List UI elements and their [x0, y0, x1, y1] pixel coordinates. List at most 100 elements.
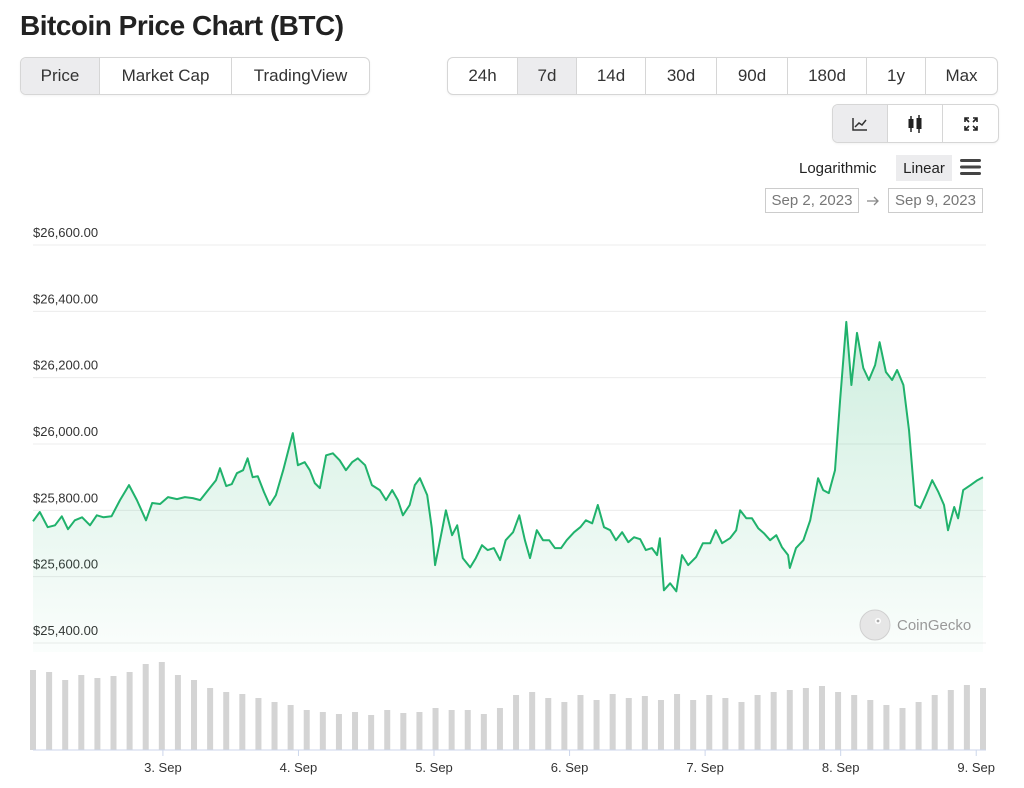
volume-bar — [851, 695, 858, 750]
volume-bar — [657, 700, 664, 750]
volume-bar — [384, 710, 391, 750]
volume-bar — [303, 710, 310, 750]
tab-button[interactable]: TradingView — [253, 66, 348, 85]
volume-bar — [786, 690, 793, 750]
tab-button[interactable]: 7d — [518, 58, 577, 94]
volume-bar — [674, 694, 681, 750]
volume-bar — [561, 702, 568, 750]
volume-bar — [963, 685, 970, 750]
tab-button[interactable]: 1y — [867, 58, 926, 94]
volume-bar — [883, 705, 890, 750]
volume-bar — [223, 692, 230, 750]
date-to[interactable]: Sep 9, 2023 — [888, 188, 983, 213]
menu-icon[interactable] — [960, 158, 982, 176]
x-tick-label: 5. Sep — [415, 760, 453, 775]
tab-button[interactable]: 24h — [448, 58, 518, 94]
volume-bar — [191, 680, 198, 750]
volume-bar — [142, 664, 149, 750]
volume-bar — [770, 692, 777, 750]
volume-bar — [529, 692, 536, 750]
volume-bar — [255, 698, 262, 750]
arrow-icon — [867, 196, 879, 206]
volume-bar — [271, 702, 278, 750]
volume-bar — [464, 710, 471, 750]
volume-bar — [174, 675, 181, 750]
volume-bar — [496, 708, 503, 750]
scale-option[interactable]: Linear — [896, 155, 952, 181]
page-title: Bitcoin Price Chart (BTC) — [20, 10, 344, 41]
tab-button[interactable]: 180d — [788, 58, 867, 94]
volume-bar — [207, 688, 214, 750]
volume-bar — [915, 702, 922, 750]
volume-bar — [126, 672, 133, 750]
volume-bar — [287, 705, 294, 750]
volume-bar — [432, 708, 439, 750]
volume-bar — [352, 712, 359, 750]
volume-bar — [641, 696, 648, 750]
volume-bar — [110, 676, 117, 750]
volume-bar — [368, 715, 375, 750]
x-tick-label: 7. Sep — [686, 760, 724, 775]
chart-type-buttons — [832, 104, 999, 143]
range-tabs: 24h 7d 14d 30d 90d 180d 1y Max — [447, 57, 998, 95]
tab-button[interactable]: Max — [945, 66, 978, 85]
x-tick-label: 3. Sep — [144, 760, 182, 775]
volume-bar — [947, 690, 954, 750]
volume-bar — [625, 698, 632, 750]
watermark-logo — [859, 609, 891, 641]
y-tick-label: $26,200.00 — [33, 358, 98, 373]
volume-bar — [513, 695, 520, 750]
area-fill — [33, 321, 983, 652]
volume-bar — [754, 695, 761, 750]
volume-bar — [931, 695, 938, 750]
fullscreen-button[interactable] — [943, 105, 998, 142]
volume-bar — [899, 708, 906, 750]
volume-bar — [62, 680, 69, 750]
view-tabs: Price Market Cap TradingView — [20, 57, 370, 95]
volume-bar — [802, 688, 809, 750]
line-chart-button[interactable] — [833, 105, 888, 142]
date-from[interactable]: Sep 2, 2023 — [765, 188, 859, 213]
volume-bar — [722, 698, 729, 750]
x-tick-label: 8. Sep — [822, 760, 860, 775]
price-line — [32, 320, 984, 593]
expand-icon — [963, 116, 978, 131]
tab-button[interactable]: 14d — [577, 58, 646, 94]
candlestick-button[interactable] — [888, 105, 943, 142]
volume-bar — [577, 695, 584, 750]
volume-bar — [239, 694, 246, 750]
volume-bar — [835, 692, 842, 750]
x-tick-label: 9. Sep — [957, 760, 995, 775]
tab-button[interactable]: Market Cap — [100, 58, 232, 94]
tab-button[interactable]: 90d — [717, 58, 788, 94]
tab-button[interactable]: Price — [21, 58, 100, 94]
volume-bar — [448, 710, 455, 750]
watermark-text: CoinGecko — [897, 616, 972, 634]
volume-bar — [706, 695, 713, 750]
y-tick-label: $26,000.00 — [33, 424, 98, 439]
candle-icon — [908, 114, 922, 133]
volume-bar — [30, 670, 36, 750]
y-tick-label: $26,400.00 — [33, 291, 98, 306]
y-tick-label: $25,800.00 — [33, 490, 98, 505]
scale-option[interactable]: Logarithmic — [799, 159, 877, 177]
volume-bar — [690, 700, 697, 750]
volume-bar — [738, 702, 745, 750]
watermark: CoinGecko — [858, 608, 971, 642]
volume-bar — [335, 714, 342, 750]
tab-button[interactable]: 30d — [646, 58, 717, 94]
volume-bar — [416, 712, 423, 750]
volume-bar — [867, 700, 874, 750]
volume-bar — [158, 662, 165, 750]
x-tick-label: 6. Sep — [551, 760, 589, 775]
volume-bar — [609, 694, 616, 750]
volume-bar — [78, 675, 85, 750]
volume-bar — [545, 698, 552, 750]
line-icon — [852, 117, 867, 131]
volume-bar — [980, 688, 986, 750]
y-tick-label: $26,600.00 — [33, 225, 98, 240]
volume-bar — [818, 686, 825, 750]
volume-bar — [593, 700, 600, 750]
